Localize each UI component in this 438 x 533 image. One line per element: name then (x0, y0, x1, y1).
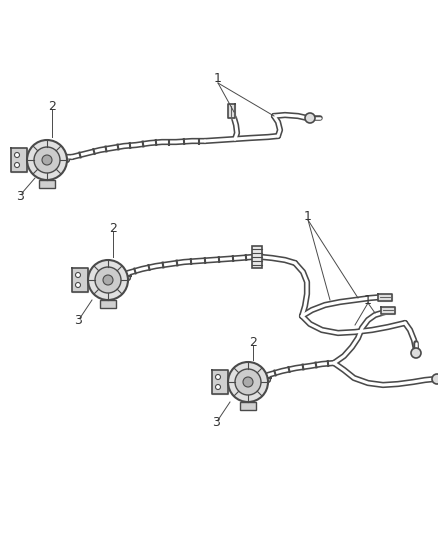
Circle shape (75, 282, 81, 287)
Bar (240, 402, 256, 410)
Circle shape (42, 155, 52, 165)
Circle shape (75, 272, 81, 278)
Polygon shape (72, 268, 88, 292)
Circle shape (34, 147, 60, 173)
Text: 2: 2 (109, 222, 117, 236)
Text: 1: 1 (214, 72, 222, 85)
Circle shape (215, 384, 220, 390)
Circle shape (27, 140, 67, 180)
Circle shape (103, 275, 113, 285)
Circle shape (88, 260, 128, 300)
Text: 2: 2 (249, 335, 257, 349)
Text: 1: 1 (304, 209, 312, 222)
Text: 3: 3 (16, 190, 24, 203)
Circle shape (243, 377, 253, 387)
Circle shape (228, 362, 268, 402)
Text: 3: 3 (212, 416, 220, 430)
Polygon shape (227, 104, 234, 118)
Circle shape (215, 375, 220, 379)
Polygon shape (378, 294, 392, 301)
Bar (100, 300, 116, 308)
Text: 3: 3 (74, 314, 82, 327)
Polygon shape (11, 148, 27, 172)
Bar (39, 180, 55, 188)
Polygon shape (212, 370, 228, 394)
Circle shape (14, 163, 20, 167)
Circle shape (305, 113, 315, 123)
Circle shape (235, 369, 261, 395)
Bar (252, 246, 262, 268)
Circle shape (14, 152, 20, 157)
Text: 1: 1 (364, 294, 372, 306)
Text: 2: 2 (48, 101, 56, 114)
Polygon shape (381, 306, 395, 313)
Circle shape (95, 267, 121, 293)
Circle shape (411, 348, 421, 358)
Circle shape (432, 374, 438, 384)
